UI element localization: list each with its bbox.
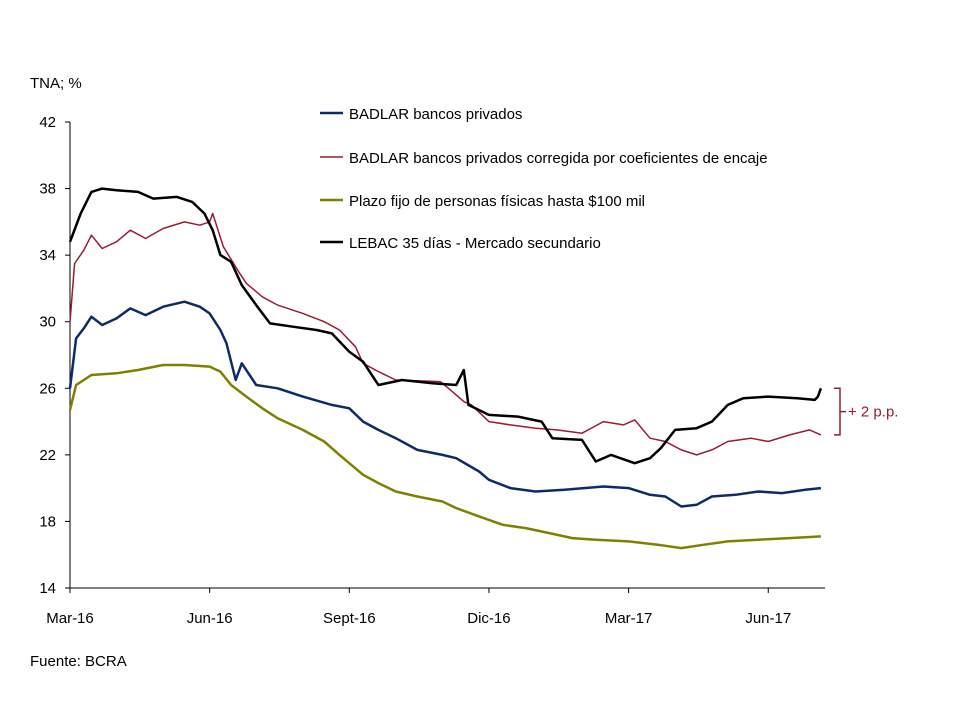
series-line-0: [68, 300, 822, 508]
x-axis: Mar-16 Jun-16 Sept-16 Dic-16 Mar-17 Jun-17: [46, 587, 825, 627]
bracket-mark: [834, 387, 846, 436]
x-tick-label: Mar-17: [605, 610, 653, 627]
legend: BADLAR bancos privados BADLAR bancos priv…: [320, 106, 768, 252]
series-lines: [68, 187, 823, 550]
y-tick-label: 30: [39, 314, 56, 331]
x-tick-label: Jun-16: [187, 610, 233, 627]
annotation-bracket: + 2 p.p.: [834, 387, 898, 436]
y-axis-title: TNA; %: [30, 75, 82, 92]
legend-label: BADLAR bancos privados corregida por coe…: [349, 150, 768, 167]
y-tick-label: 22: [39, 447, 56, 464]
series-line-3: [68, 187, 823, 465]
y-tick-label: 34: [39, 247, 56, 264]
x-tick-label: Mar-16: [46, 610, 94, 627]
y-tick-label: 26: [39, 380, 56, 397]
x-tick-label: Dic-16: [467, 610, 510, 627]
legend-label: Plazo fijo de personas físicas hasta $10…: [349, 193, 645, 210]
y-axis: 14 18 22 26 30 34 38 42: [39, 114, 71, 597]
y-tick-label: 18: [39, 513, 56, 530]
y-tick-label: 14: [39, 580, 56, 597]
x-tick-label: Sept-16: [323, 610, 376, 627]
y-tick-label: 38: [39, 181, 56, 198]
x-tick-label: Jun-17: [745, 610, 791, 627]
y-tick-label: 42: [39, 114, 56, 131]
legend-label: LEBAC 35 días - Mercado secundario: [349, 235, 601, 252]
series-line-2: [68, 363, 821, 550]
source-note: Fuente: BCRA: [30, 653, 127, 670]
series-line-1: [69, 212, 822, 456]
legend-label: BADLAR bancos privados: [349, 106, 522, 123]
annotation-label: + 2 p.p.: [848, 404, 898, 421]
